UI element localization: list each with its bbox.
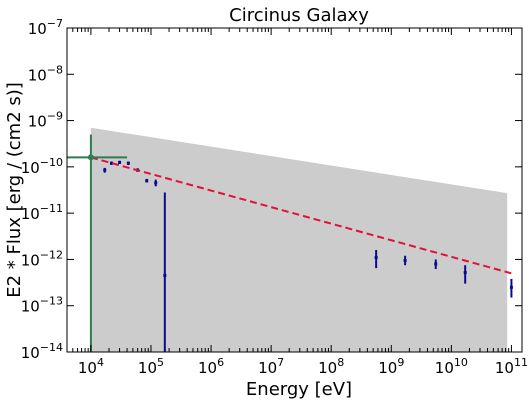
sed-band — [90, 127, 508, 352]
x-tick-label: 105 — [138, 356, 164, 377]
data-point — [163, 192, 167, 352]
y-tick-label: 10−10 — [21, 156, 63, 177]
plot-area — [67, 127, 513, 352]
x-tick-label: 104 — [78, 356, 104, 377]
y-tick-label: 10−14 — [21, 341, 63, 362]
y-tick-label: 10−8 — [28, 63, 63, 84]
marker — [118, 160, 122, 164]
reference-marker — [87, 154, 94, 161]
marker — [126, 161, 130, 165]
chart-title: Circinus Galaxy — [229, 5, 369, 26]
data-point — [154, 179, 158, 187]
data-point — [126, 161, 130, 165]
marker — [509, 285, 513, 289]
y-tick-label: 10−12 — [21, 248, 63, 269]
marker — [103, 168, 107, 172]
data-point — [463, 265, 467, 284]
x-tick-label: 107 — [258, 356, 284, 377]
data-point — [103, 167, 107, 173]
plot-frame — [66, 27, 523, 353]
x-axis-label: Energy [eV] — [246, 379, 352, 400]
data-point — [118, 160, 122, 165]
y-tick-label: 10−11 — [21, 202, 63, 223]
x-tick-label: 108 — [318, 356, 344, 377]
data-point — [509, 278, 513, 298]
marker — [434, 262, 438, 266]
data-point — [109, 161, 113, 165]
y-tick-label: 10−7 — [28, 17, 63, 38]
x-tick-label: 1011 — [495, 356, 528, 377]
x-tick-label: 1010 — [435, 356, 468, 377]
marker — [403, 258, 407, 262]
x-tick-label: 106 — [198, 356, 224, 377]
marker — [163, 273, 167, 277]
x-tick-label: 109 — [378, 356, 404, 377]
x-axis: 104 105 106 107 108 109 1010 1011 — [66, 28, 528, 377]
marker — [145, 179, 149, 183]
marker — [463, 271, 467, 275]
marker — [374, 256, 378, 260]
y-axis: 10−14 10−13 10−12 10−11 10−10 10−9 10−8 10−7 — [21, 17, 522, 362]
y-tick-label: 10−13 — [21, 295, 63, 316]
y-axis-label: E2 * Flux [erg / (cm2 s)] — [4, 82, 25, 298]
data-point — [403, 255, 407, 266]
data-point — [374, 249, 378, 269]
y-tick-label: 10−9 — [28, 110, 63, 131]
data-point — [434, 259, 438, 270]
marker — [154, 181, 158, 185]
reference-point — [67, 134, 128, 352]
model-line — [90, 156, 512, 275]
data-point — [145, 178, 149, 183]
marker — [109, 161, 113, 165]
